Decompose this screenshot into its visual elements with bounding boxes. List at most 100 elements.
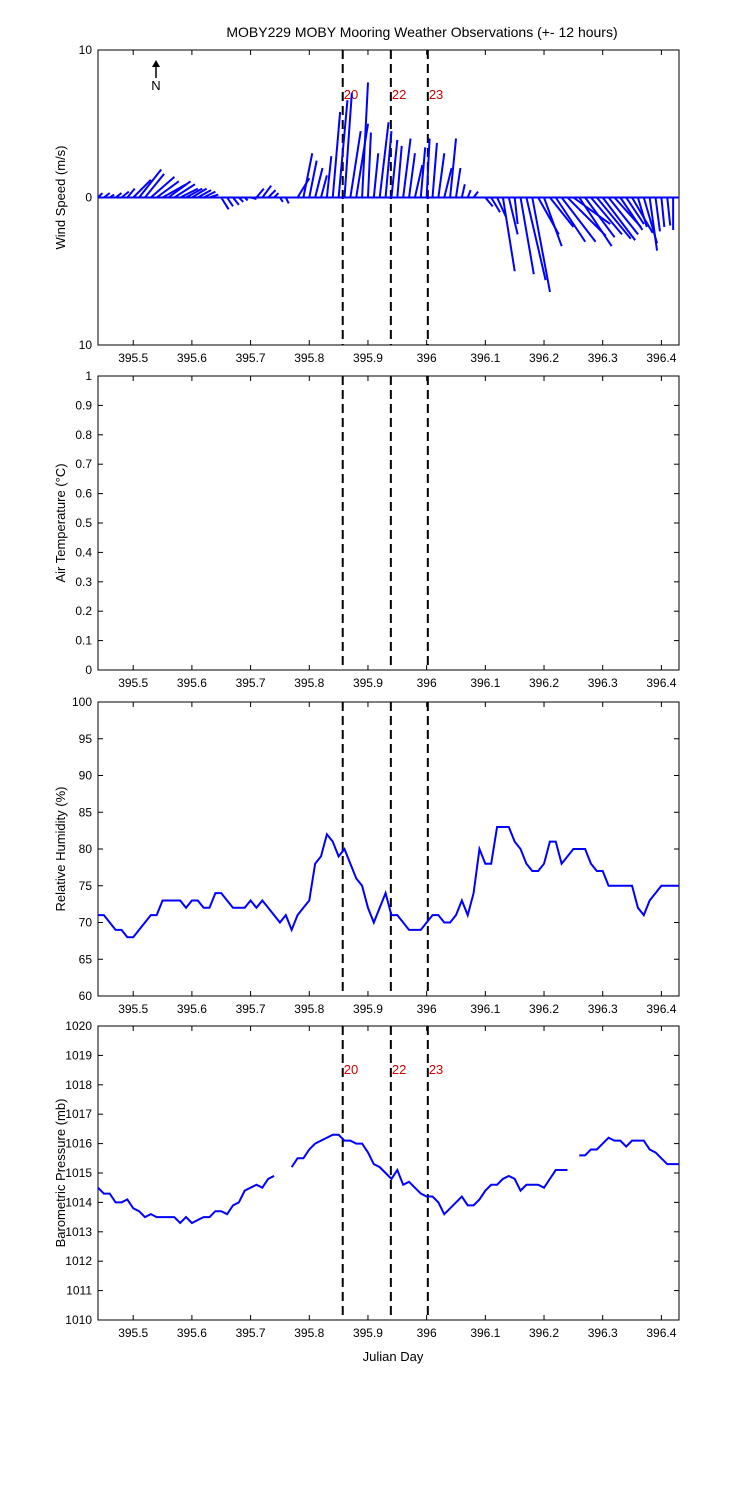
y-tick-label: 1015 bbox=[65, 1166, 92, 1180]
wind-stick bbox=[220, 196, 230, 210]
plot-frame bbox=[97, 375, 680, 671]
plot-frame bbox=[97, 701, 680, 997]
x-tick-label: 395.5 bbox=[118, 351, 148, 365]
x-tick-label: 395.9 bbox=[353, 1326, 383, 1340]
marker-label: 20 bbox=[344, 1062, 358, 1077]
y-tick-label: 1020 bbox=[65, 1019, 92, 1033]
x-tick-label: 396.4 bbox=[646, 676, 676, 690]
y-tick-label: 1011 bbox=[66, 1284, 92, 1298]
x-axis-label: Julian Day bbox=[363, 1349, 424, 1364]
x-tick-label: 396.3 bbox=[588, 676, 618, 690]
barometric-pressure-panel: 395.5 395.6 395.7 395.8 395.9 396 396.1 396.2 39… bbox=[53, 1019, 680, 1340]
wind-stick bbox=[320, 175, 328, 198]
wind-stick bbox=[372, 153, 380, 198]
y-tick-label: 1019 bbox=[65, 1048, 92, 1062]
x-tick-label: 395.7 bbox=[236, 1326, 266, 1340]
wind-stick bbox=[132, 179, 152, 199]
x-tick-label: 396.3 bbox=[588, 1326, 618, 1340]
wind-stick bbox=[648, 197, 659, 251]
x-tick-label: 396.2 bbox=[529, 1002, 559, 1016]
y-tick-label: 90 bbox=[79, 769, 93, 783]
wind-stick bbox=[549, 196, 575, 228]
wind-stick bbox=[349, 130, 362, 198]
wind-stick bbox=[173, 183, 196, 199]
y-tick-label: 0.1 bbox=[75, 634, 92, 648]
wind-stick bbox=[185, 187, 203, 199]
wind-stick bbox=[590, 196, 623, 236]
north-label: N bbox=[151, 78, 160, 93]
wind-stick bbox=[660, 197, 666, 228]
wind-stick bbox=[578, 196, 613, 247]
wind-stick bbox=[325, 156, 333, 198]
x-tick-label: 395.8 bbox=[294, 1326, 324, 1340]
wind-stick bbox=[126, 188, 136, 199]
wind-stick bbox=[666, 197, 672, 226]
y-tick-label: 0 bbox=[85, 191, 92, 205]
x-tick-label: 395.5 bbox=[118, 1002, 148, 1016]
x-tick-label: 395.9 bbox=[353, 676, 383, 690]
y-tick-label: 100 bbox=[72, 695, 92, 709]
y-tick-label: 0.2 bbox=[75, 604, 92, 618]
wind-stick bbox=[156, 180, 180, 199]
wind-stick bbox=[203, 190, 216, 199]
y-tick-label: 1017 bbox=[65, 1107, 92, 1121]
wind-stick bbox=[273, 192, 280, 199]
wind-stick bbox=[437, 153, 446, 198]
wind-stick bbox=[607, 196, 639, 235]
wind-stick bbox=[525, 197, 547, 281]
wind-stick bbox=[490, 196, 501, 213]
y-tick-label: 0.8 bbox=[75, 428, 92, 442]
x-tick-label: 395.9 bbox=[353, 351, 383, 365]
wind-stick bbox=[308, 160, 318, 198]
y-tick-label: 60 bbox=[79, 989, 93, 1003]
wind-stick bbox=[449, 138, 458, 198]
wind-stick bbox=[244, 196, 249, 202]
wind-stick bbox=[144, 173, 165, 199]
relative-humidity-panel: 395.5 395.6 395.7 395.8 395.9 396 396.1 396.2 39… bbox=[53, 695, 680, 1016]
y-tick-label: 65 bbox=[79, 952, 93, 966]
marker-label: 23 bbox=[429, 1062, 443, 1077]
x-tick-label: 396.2 bbox=[529, 676, 559, 690]
wind-stick bbox=[250, 196, 257, 200]
wind-stick bbox=[413, 164, 424, 198]
y-tick-label: 0 bbox=[85, 663, 92, 677]
x-tick-label: 396.1 bbox=[470, 1002, 500, 1016]
x-tick-label: 395.6 bbox=[177, 351, 207, 365]
wind-stick bbox=[255, 188, 265, 199]
wind-stick bbox=[284, 197, 290, 204]
y-axis-label: Air Temperature (°C) bbox=[53, 463, 68, 582]
y-tick-label: 10 bbox=[79, 338, 93, 352]
wind-stick bbox=[115, 192, 123, 199]
x-tick-label: 395.9 bbox=[353, 1002, 383, 1016]
wind-stick bbox=[419, 147, 427, 198]
y-axis-label: Relative Humidity (%) bbox=[53, 787, 68, 912]
wind-stick bbox=[425, 138, 431, 198]
wind-stick bbox=[554, 196, 587, 243]
y-tick-label: 1014 bbox=[65, 1195, 92, 1209]
wind-stick bbox=[97, 192, 104, 199]
wind-speed-panel: 395.5 395.6 395.7 395.8 395.9 396 396.1 396.2 39… bbox=[53, 43, 680, 365]
wind-stick bbox=[209, 193, 219, 199]
wind-stick bbox=[331, 111, 342, 198]
wind-stick bbox=[625, 196, 645, 225]
x-tick-label: 396.1 bbox=[470, 351, 500, 365]
wind-stick bbox=[279, 196, 284, 203]
y-tick-label: 70 bbox=[79, 916, 93, 930]
y-tick-label: 1013 bbox=[65, 1225, 92, 1239]
barometric_pressure-series-line bbox=[97, 1175, 275, 1225]
wind-stick bbox=[167, 180, 192, 199]
wind-stick bbox=[343, 92, 353, 198]
wind-stick bbox=[378, 122, 390, 198]
wind-stick bbox=[191, 187, 208, 199]
y-tick-label: 80 bbox=[79, 842, 93, 856]
plot-frame bbox=[97, 1025, 680, 1321]
wind-stick bbox=[496, 197, 507, 218]
wind-stick bbox=[390, 139, 399, 198]
x-tick-label: 396 bbox=[417, 1002, 437, 1016]
air-temperature-panel: 395.5 395.6 395.7 395.8 395.9 396 396.1 396.2 39… bbox=[53, 369, 680, 690]
y-tick-label: 1010 bbox=[65, 1313, 92, 1327]
x-tick-label: 395.5 bbox=[118, 1326, 148, 1340]
wind-stick bbox=[396, 145, 403, 198]
x-tick-label: 395.6 bbox=[177, 1002, 207, 1016]
